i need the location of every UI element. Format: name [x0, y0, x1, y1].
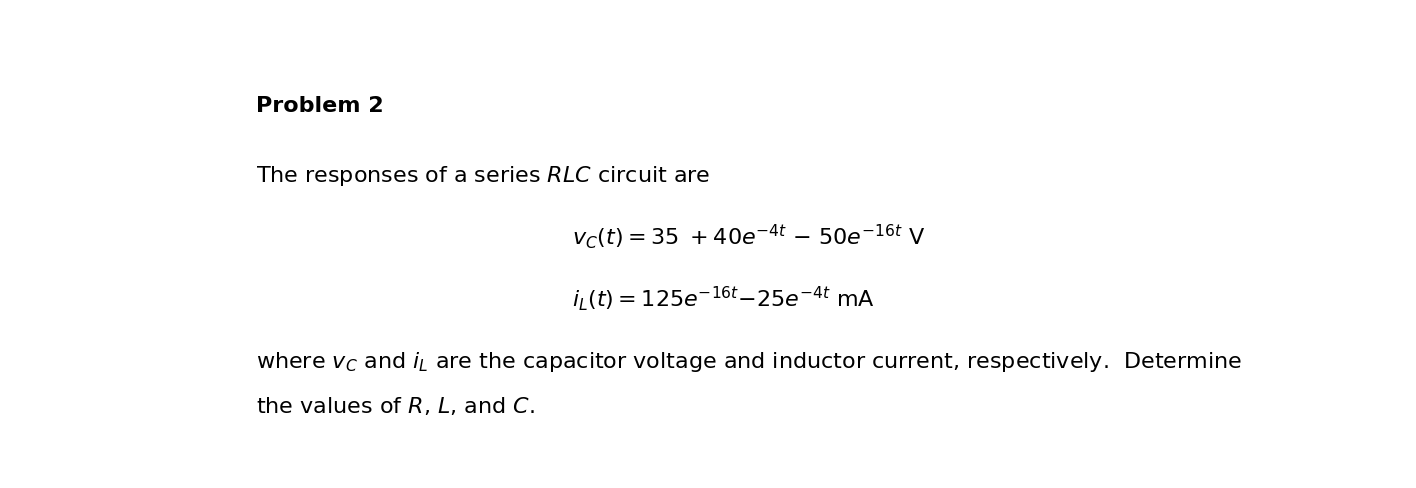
Text: Problem 2: Problem 2	[256, 96, 384, 116]
Text: where $v_C$ and $i_L$ are the capacitor voltage and inductor current, respective: where $v_C$ and $i_L$ are the capacitor …	[256, 350, 1242, 374]
Text: The responses of a series $\mathit{RLC}$ circuit are: The responses of a series $\mathit{RLC}$…	[256, 164, 711, 188]
Text: $i_L(t) = 125e^{-16t}\mathrm{-}25e^{-4t}\ \mathrm{mA}$: $i_L(t) = 125e^{-16t}\mathrm{-}25e^{-4t}…	[572, 284, 875, 313]
Text: $v_C(t) = 35\ +40e^{-4t}\ \mathrm{-}\ 50e^{-16t}\ \mathrm{V}$: $v_C(t) = 35\ +40e^{-4t}\ \mathrm{-}\ 50…	[572, 222, 926, 251]
Text: the values of $R$, $L$, and $C$.: the values of $R$, $L$, and $C$.	[256, 395, 535, 417]
